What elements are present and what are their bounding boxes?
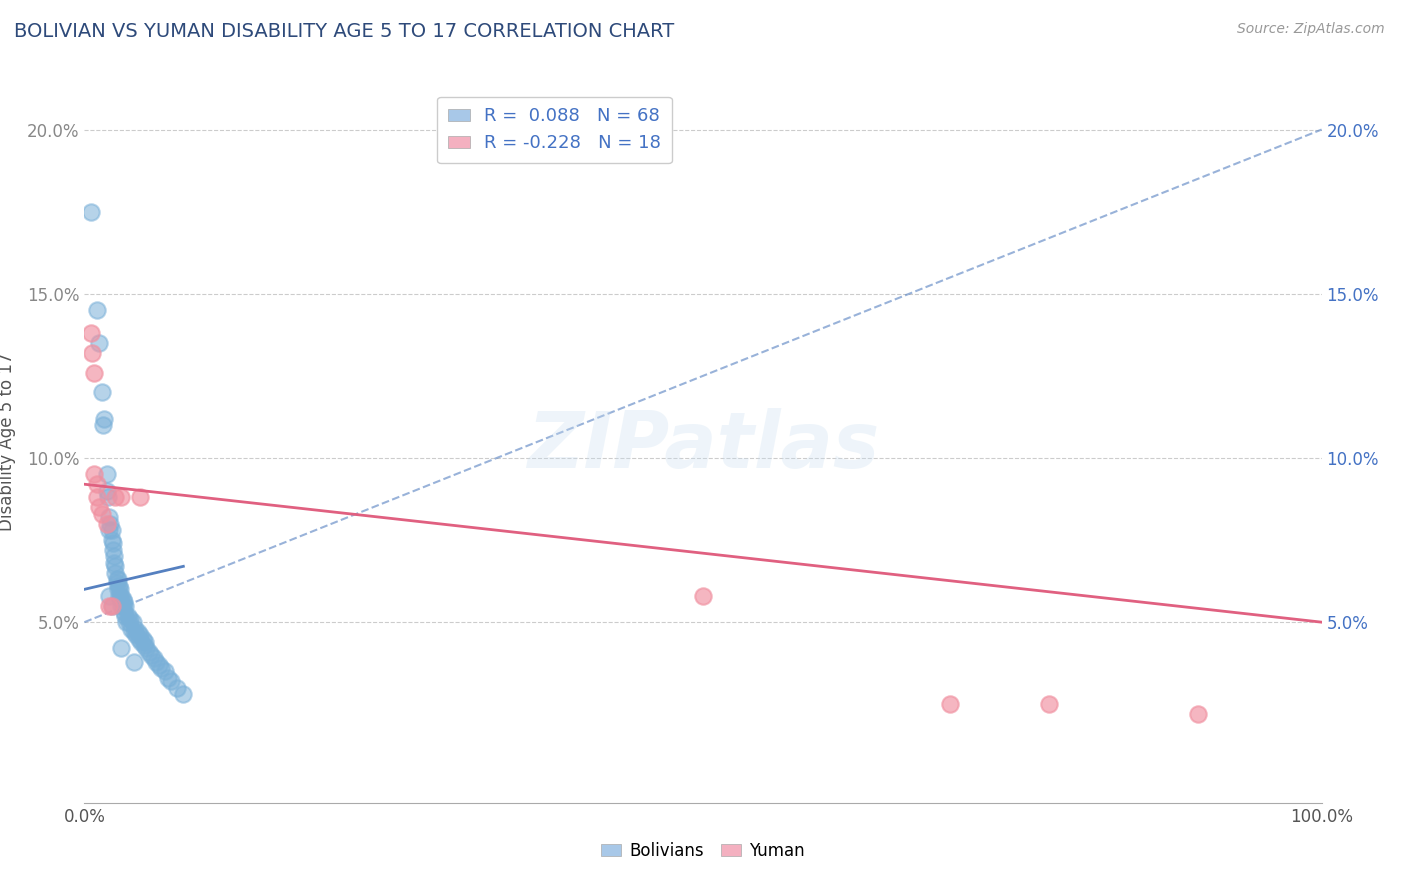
Point xyxy=(112,595,135,609)
Point xyxy=(692,589,714,603)
Point xyxy=(166,681,188,695)
Point xyxy=(117,608,139,623)
Point xyxy=(108,579,131,593)
Point xyxy=(120,612,142,626)
Point xyxy=(172,687,194,701)
Point xyxy=(145,655,167,669)
Point xyxy=(110,599,132,613)
Point xyxy=(129,491,152,505)
Point xyxy=(79,326,101,340)
Y-axis label: Disability Age 5 to 17: Disability Age 5 to 17 xyxy=(0,352,15,531)
Point xyxy=(96,467,118,482)
Point xyxy=(111,599,134,613)
Point xyxy=(110,641,132,656)
Point xyxy=(115,615,138,630)
Point xyxy=(129,635,152,649)
Point xyxy=(114,599,136,613)
Point xyxy=(125,628,148,642)
Point xyxy=(91,418,114,433)
Point xyxy=(86,491,108,505)
Point xyxy=(98,516,121,531)
Point xyxy=(142,651,165,665)
Point xyxy=(100,533,122,547)
Point xyxy=(83,366,105,380)
Point xyxy=(1038,698,1060,712)
Point xyxy=(83,467,105,482)
Point xyxy=(110,589,132,603)
Point xyxy=(104,559,127,574)
Point xyxy=(100,599,122,613)
Point xyxy=(118,615,141,630)
Point xyxy=(110,592,132,607)
Point xyxy=(141,648,163,662)
Point xyxy=(101,536,124,550)
Point xyxy=(107,582,129,597)
Point xyxy=(110,582,132,597)
Point xyxy=(157,671,180,685)
Point xyxy=(114,608,136,623)
Point xyxy=(110,491,132,505)
Point xyxy=(153,665,176,679)
Point xyxy=(138,645,160,659)
Point xyxy=(98,523,121,537)
Point xyxy=(121,615,143,630)
Point xyxy=(90,385,112,400)
Point xyxy=(98,510,121,524)
Text: ZIPatlas: ZIPatlas xyxy=(527,408,879,484)
Point xyxy=(129,628,152,642)
Point xyxy=(160,674,183,689)
Point xyxy=(107,573,129,587)
Point xyxy=(103,556,125,570)
Point xyxy=(108,589,131,603)
Point xyxy=(122,655,145,669)
Point xyxy=(89,336,111,351)
Point xyxy=(90,507,112,521)
Point xyxy=(98,599,121,613)
Point xyxy=(148,657,170,672)
Point xyxy=(150,661,173,675)
Point xyxy=(104,491,127,505)
Text: BOLIVIAN VS YUMAN DISABILITY AGE 5 TO 17 CORRELATION CHART: BOLIVIAN VS YUMAN DISABILITY AGE 5 TO 17… xyxy=(14,22,675,41)
Point xyxy=(100,599,122,613)
Point xyxy=(96,516,118,531)
Point xyxy=(120,622,142,636)
Point xyxy=(103,549,125,564)
Point xyxy=(104,566,127,580)
Point xyxy=(128,632,150,646)
Point xyxy=(111,592,134,607)
Point xyxy=(86,477,108,491)
Point xyxy=(135,641,157,656)
Point xyxy=(93,411,115,425)
Point xyxy=(124,622,146,636)
Point xyxy=(97,491,120,505)
Point xyxy=(112,605,135,619)
Point xyxy=(939,698,962,712)
Point xyxy=(89,500,111,515)
Legend: Bolivians, Yuman: Bolivians, Yuman xyxy=(595,836,811,867)
Point xyxy=(101,542,124,557)
Point xyxy=(86,303,108,318)
Point xyxy=(132,638,155,652)
Point xyxy=(105,573,128,587)
Point xyxy=(100,523,122,537)
Text: Source: ZipAtlas.com: Source: ZipAtlas.com xyxy=(1237,22,1385,37)
Point xyxy=(1187,707,1209,722)
Point xyxy=(127,625,149,640)
Point xyxy=(134,635,156,649)
Point xyxy=(105,575,128,590)
Point xyxy=(79,204,101,219)
Point xyxy=(80,346,103,360)
Point xyxy=(131,632,153,646)
Point xyxy=(96,483,118,498)
Point xyxy=(98,589,121,603)
Point xyxy=(122,625,145,640)
